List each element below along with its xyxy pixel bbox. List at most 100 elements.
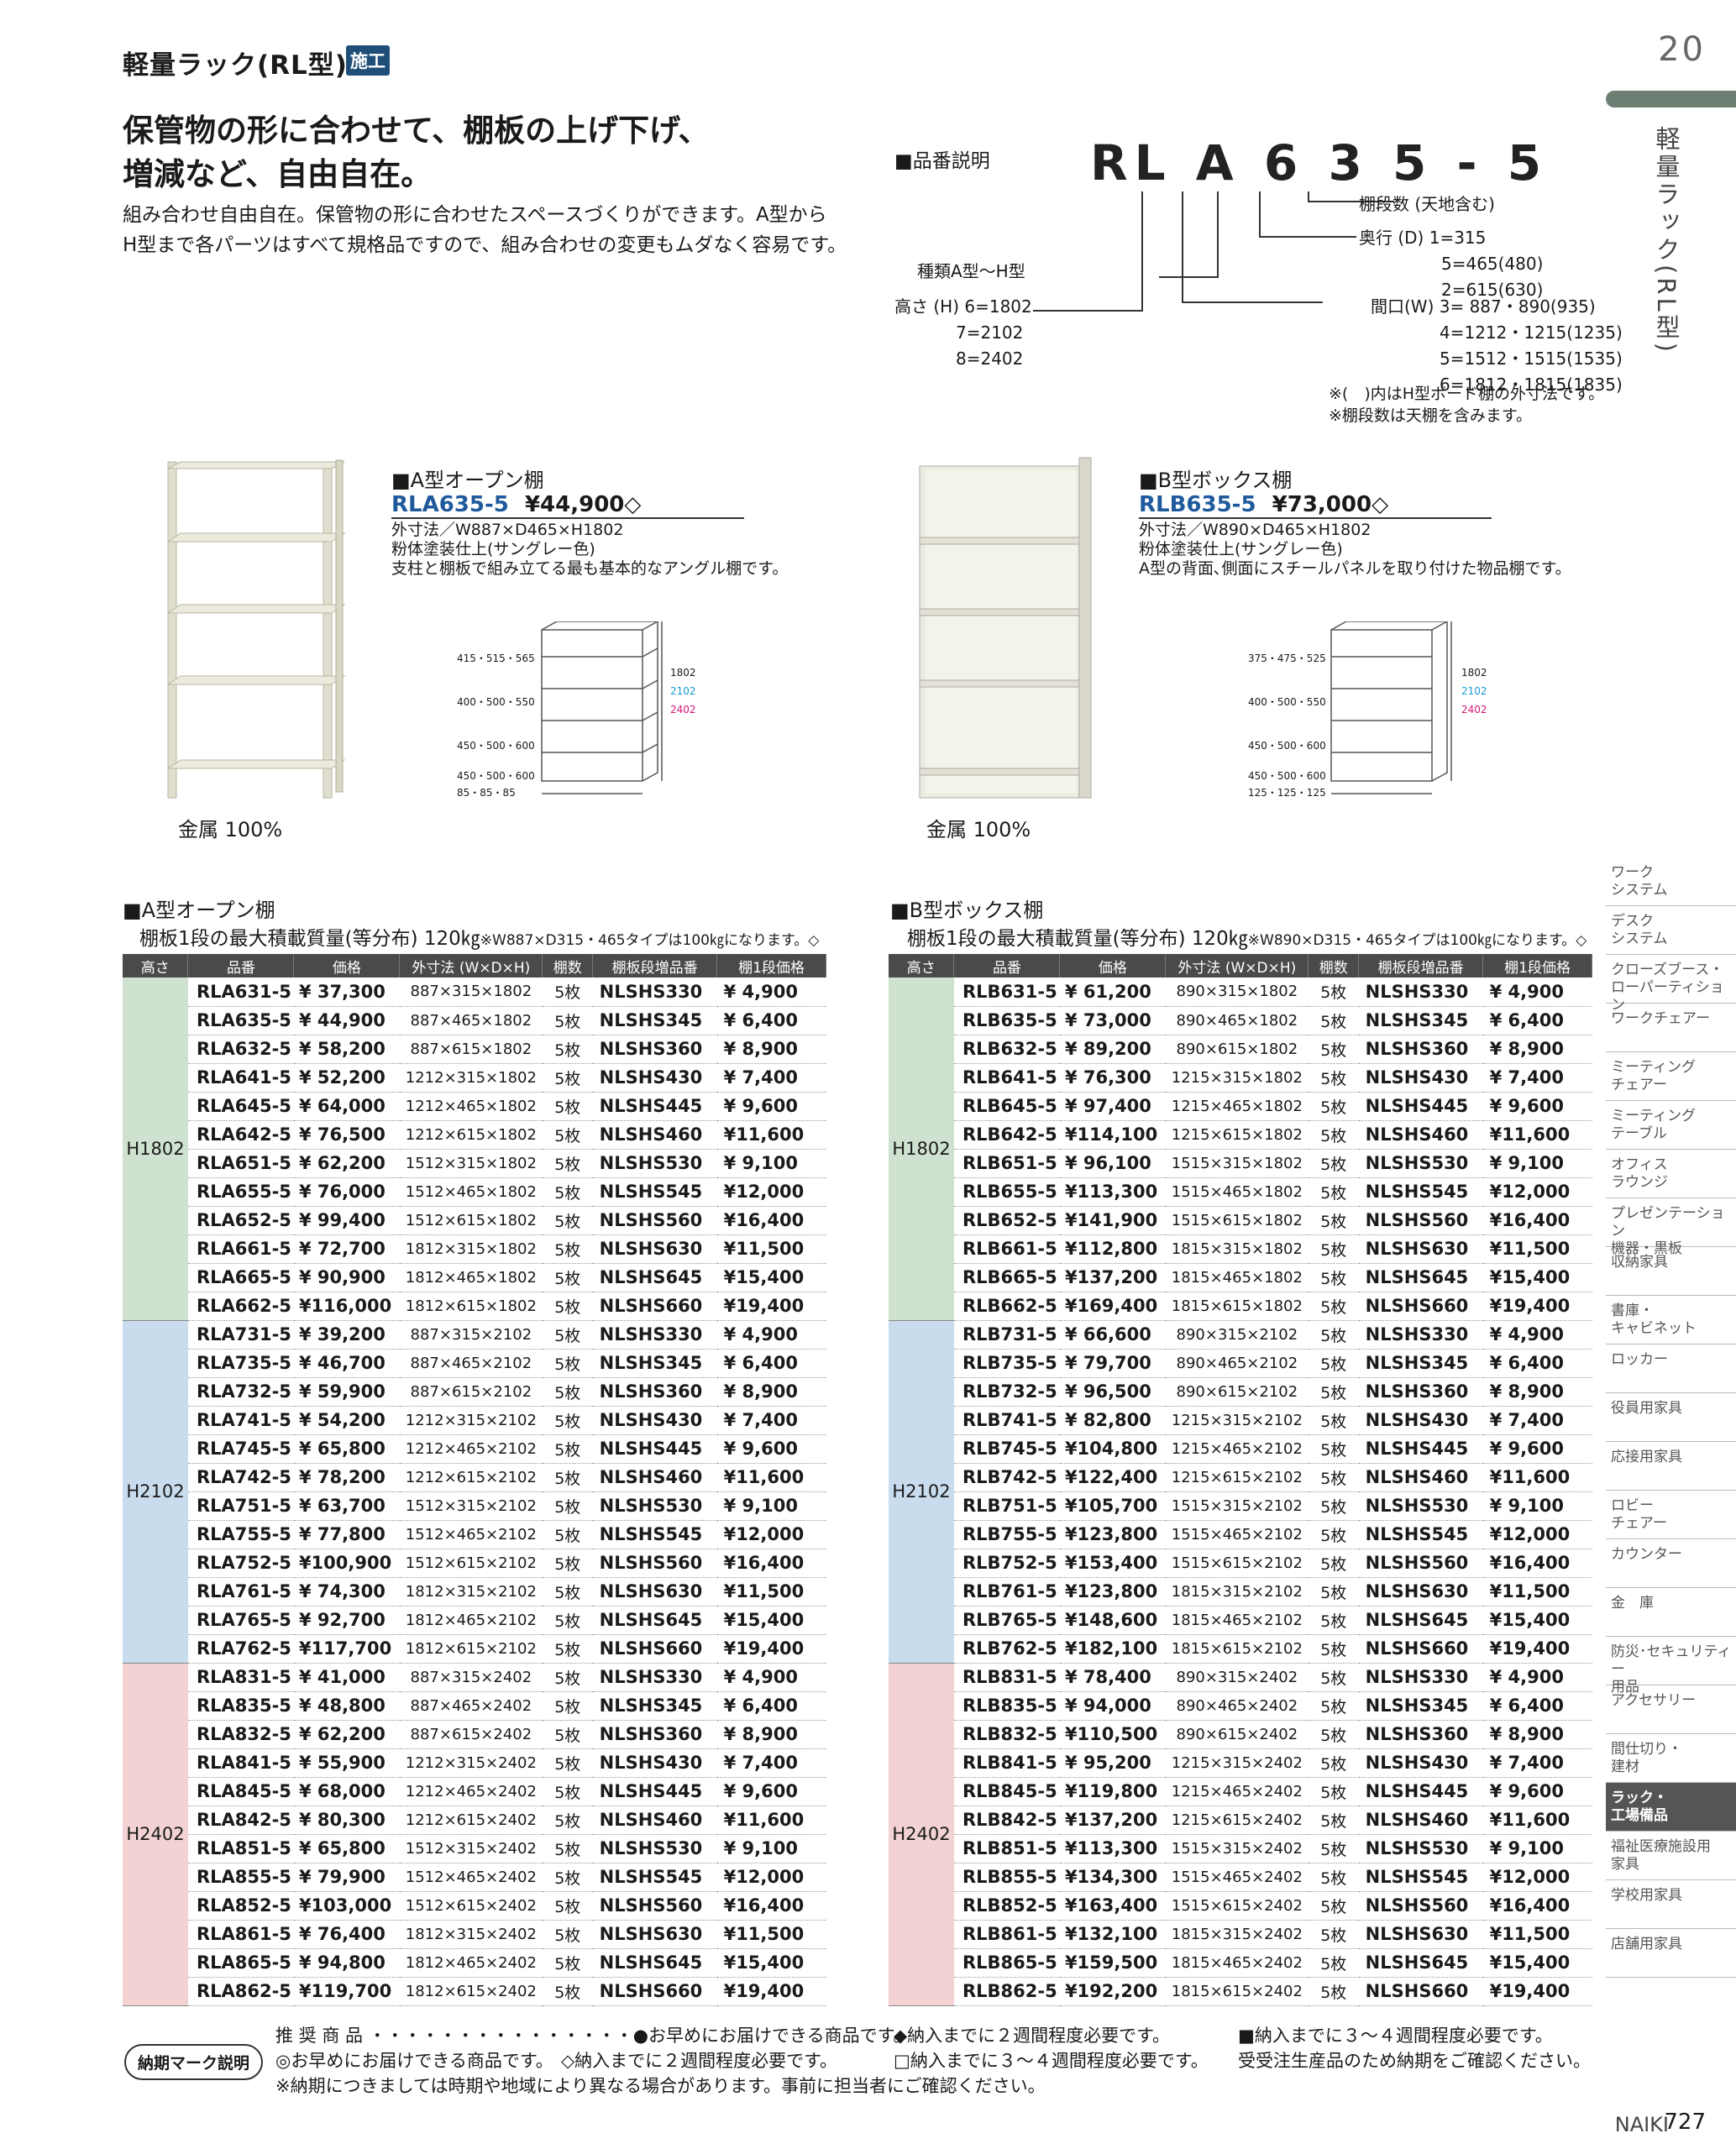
category-item[interactable]: 間仕切り・ 建材 — [1606, 1734, 1736, 1783]
cell-cnt: 5枚 — [1308, 1206, 1359, 1235]
cell-code: RLA661-5 — [187, 1234, 294, 1264]
category-item[interactable]: オフィス ラウンジ — [1606, 1150, 1736, 1198]
cell-price: ¥ 55,900 — [293, 1748, 400, 1778]
table-row: RLB855-5 ¥134,300 1515×465×2402 5枚 NLSHS545 ¥… — [889, 1863, 1592, 1892]
table-row: RLA765-5 ¥ 92,700 1812×465×2102 5枚 NLSHS645 ¥… — [123, 1606, 826, 1635]
cell-price: ¥ 44,900 — [293, 1006, 400, 1035]
cell-dim: 1212×315×1802 — [399, 1063, 543, 1093]
table-b-load: 棚板1段の最大積載質量(等分布) 120㎏※W890×D315・465タイプは1… — [907, 928, 1587, 950]
category-item[interactable]: カウンター — [1606, 1539, 1736, 1588]
cell-nl: NLSHS630 — [1358, 1920, 1483, 1949]
table-b-heading: ■B型ボックス棚 — [890, 899, 1044, 922]
cell-cnt: 5枚 — [1308, 1434, 1359, 1464]
cell-cnt: 5枚 — [1308, 1491, 1359, 1521]
cell-price: ¥ 59,900 — [293, 1377, 400, 1407]
category-item[interactable]: ミーティング チェアー — [1606, 1052, 1736, 1101]
cell-cnt: 5枚 — [1308, 1748, 1359, 1778]
cell-cnt: 5枚 — [1308, 1120, 1359, 1150]
table-row: RLB832-5 ¥110,500 890×615×2402 5枚 NLSHS360 ¥ … — [889, 1720, 1592, 1749]
cell-dim: 890×315×2402 — [1165, 1663, 1309, 1692]
category-item[interactable]: ロッカー — [1606, 1344, 1736, 1393]
cell-cnt: 5枚 — [542, 1520, 593, 1549]
cell-sp: ¥12,000 — [1482, 1520, 1592, 1549]
cell-dim: 1515×465×1802 — [1165, 1177, 1309, 1207]
cell-code: RLB761-5 — [953, 1577, 1060, 1607]
column-header: 棚数 — [1308, 954, 1360, 978]
cell-nl: NLSHS660 — [592, 1292, 717, 1321]
category-item[interactable]: クローズブース・ ローパーティション — [1606, 955, 1736, 1014]
cell-price: ¥117,700 — [293, 1634, 400, 1664]
category-item[interactable]: ワーク システム — [1606, 857, 1736, 906]
cell-nl: NLSHS545 — [592, 1177, 717, 1207]
cell-dim: 890×615×2402 — [1165, 1720, 1309, 1749]
cell-sp: ¥ 7,400 — [716, 1063, 826, 1093]
cell-nl: NLSHS545 — [592, 1520, 717, 1549]
cell-nl: NLSHS460 — [1358, 1120, 1483, 1150]
category-item[interactable]: プレゼンテーション 機器・黒板 — [1606, 1198, 1736, 1257]
section-vertical-title: 軽量ラック(RL型) — [1652, 126, 1681, 355]
cell-nl: NLSHS645 — [592, 1948, 717, 1978]
cell-dim: 1815×615×1802 — [1165, 1292, 1309, 1321]
cell-dim: 1215×315×1802 — [1165, 1063, 1309, 1093]
category-item[interactable]: デスク システム — [1606, 906, 1736, 955]
category-item[interactable]: ミーティング テーブル — [1606, 1101, 1736, 1150]
table-row: RLA662-5 ¥116,000 1812×615×1802 5枚 NLSHS660 ¥… — [123, 1292, 826, 1321]
cell-cnt: 5枚 — [1308, 1177, 1359, 1207]
cell-cnt: 5枚 — [542, 1977, 593, 2006]
table-row: RLA761-5 ¥ 74,300 1812×315×2102 5枚 NLSHS630 ¥… — [123, 1577, 826, 1607]
category-item[interactable]: ロビー チェアー — [1606, 1491, 1736, 1539]
footer-line-2d: 受受注生産品のため納期をご確認ください。 — [1238, 2051, 1591, 2071]
cell-sp: ¥12,000 — [716, 1177, 826, 1207]
cell-price: ¥137,200 — [1059, 1263, 1166, 1292]
cell-code: RLB741-5 — [953, 1406, 1060, 1435]
box-shelf-dimension-diagram — [1330, 621, 1452, 794]
category-item[interactable]: 金 庫 — [1606, 1588, 1736, 1637]
category-item[interactable]: 学校用家具 — [1606, 1880, 1736, 1929]
cell-code: RLB641-5 — [953, 1063, 1060, 1093]
cell-sp: ¥ 6,400 — [716, 1006, 826, 1035]
cell-code: RLB662-5 — [953, 1292, 1060, 1321]
cell-nl: NLSHS560 — [592, 1206, 717, 1235]
cell-cnt: 5枚 — [1308, 1406, 1359, 1435]
cell-nl: NLSHS530 — [1358, 1834, 1483, 1863]
category-item[interactable]: アクセサリー — [1606, 1685, 1736, 1734]
cell-nl: NLSHS345 — [1358, 1349, 1483, 1378]
open-shelf-price-table: 高さ 品番 価格 外寸法 (W×D×H) 棚数 棚板段増品番 棚1段価格 H1802 RLA63… — [123, 954, 826, 2006]
cell-nl: NLSHS530 — [592, 1834, 717, 1863]
category-item[interactable]: ラック・ 工場備品 — [1606, 1783, 1736, 1832]
delivery-mark-legend-label: 納期マーク説明 — [124, 2044, 264, 2080]
cell-sp: ¥ 9,100 — [1482, 1491, 1592, 1521]
cell-nl: NLSHS630 — [1358, 1234, 1483, 1264]
cell-code: RLA645-5 — [187, 1092, 294, 1121]
cell-dim: 1812×615×2402 — [399, 1977, 543, 2006]
cell-code: RLB731-5 — [953, 1320, 1060, 1350]
category-item[interactable]: 書庫・ キャビネット — [1606, 1296, 1736, 1344]
category-item[interactable]: 福祉医療施設用 家具 — [1606, 1832, 1736, 1880]
cell-code: RLA732-5 — [187, 1377, 294, 1407]
cell-price: ¥ 82,800 — [1059, 1406, 1166, 1435]
cell-cnt: 5枚 — [1308, 1834, 1359, 1863]
cell-cnt: 5枚 — [542, 1092, 593, 1121]
cell-cnt: 5枚 — [1308, 1777, 1359, 1806]
category-item[interactable]: 応接用家具 — [1606, 1442, 1736, 1491]
cell-cnt: 5枚 — [1308, 1920, 1359, 1949]
cell-dim: 1515×615×1802 — [1165, 1206, 1309, 1235]
category-item[interactable]: 役員用家具 — [1606, 1393, 1736, 1442]
cell-price: ¥ 76,500 — [293, 1120, 400, 1150]
cell-cnt: 5枚 — [542, 1263, 593, 1292]
cell-code: RLA742-5 — [187, 1463, 294, 1492]
lead-text: 保管物の形に合わせて、棚板の上げ下げ、 増減など、自由自在。 — [123, 113, 710, 192]
cell-nl: NLSHS560 — [1358, 1891, 1483, 1921]
cell-sp: ¥16,400 — [716, 1549, 826, 1578]
category-item[interactable]: 収納家具 — [1606, 1247, 1736, 1296]
category-item[interactable]: 店舗用家具 — [1606, 1929, 1736, 1978]
category-item[interactable]: 防災･セキュリティー 用品 — [1606, 1637, 1736, 1696]
category-item[interactable]: ワークチェアー — [1606, 1004, 1736, 1052]
table-row: RLA632-5 ¥ 58,200 887×615×1802 5枚 NLSHS360 ¥ … — [123, 1035, 826, 1064]
cell-dim: 887×465×2402 — [399, 1691, 543, 1721]
column-header: 棚1段価格 — [1482, 954, 1592, 978]
cell-dim: 1812×315×2102 — [399, 1577, 543, 1607]
category-index: ワーク システム デスク システム クローズブース・ ローパーティション ワークチェアー ミー… — [1606, 857, 1736, 1978]
cell-cnt: 5枚 — [542, 1920, 593, 1949]
model-code-diagram — [1033, 191, 1394, 312]
